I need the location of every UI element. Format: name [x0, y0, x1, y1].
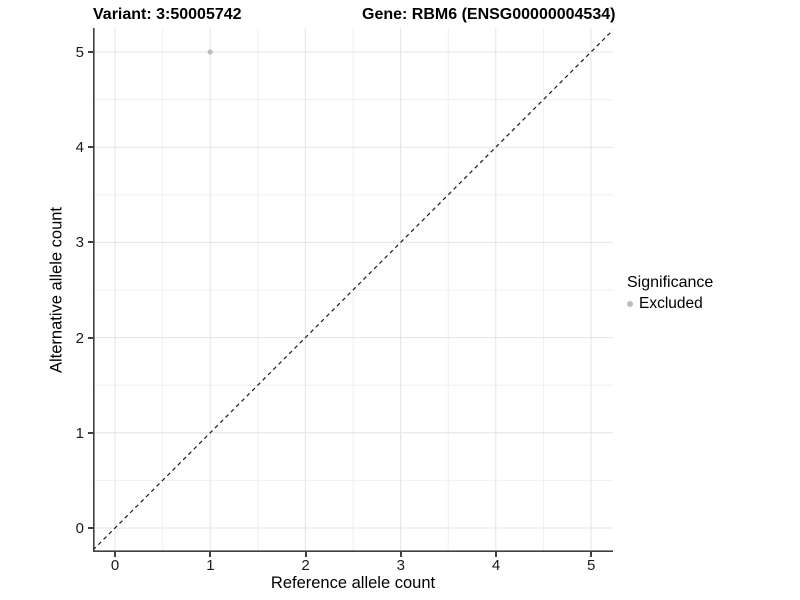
legend: Significance Excluded	[627, 274, 713, 313]
minor-gridlines	[93, 28, 613, 552]
major-gridlines	[93, 28, 613, 552]
y-tick-mark	[88, 146, 93, 149]
y-tick-mark	[88, 527, 93, 529]
x-axis-title: Reference allele count	[270, 574, 436, 592]
excluded-point-icon	[627, 301, 633, 307]
x-tick-mark	[304, 552, 307, 557]
y-tick-mark	[88, 51, 93, 53]
y-tick-label: 3	[75, 234, 84, 252]
legend-title: Significance	[627, 274, 714, 291]
x-tick-mark	[495, 552, 497, 557]
x-tick-label: 0	[110, 557, 120, 574]
y-tick-mark	[88, 431, 93, 434]
gene-title: Gene: RBM6 (ENSG00000004534)	[362, 6, 616, 23]
data-point	[207, 49, 213, 55]
y-tick-label: 2	[75, 329, 84, 347]
y-tick-mark	[88, 241, 93, 244]
x-tick-label: 2	[301, 557, 310, 574]
x-tick-label: 5	[587, 557, 596, 574]
identity-reference-line	[93, 29, 613, 551]
y-tick-label: 4	[75, 139, 84, 157]
x-tick-mark	[114, 552, 116, 557]
x-tick-mark	[590, 552, 593, 557]
y-tick-label: 0	[75, 520, 84, 537]
axis-lines	[93, 28, 613, 552]
legend-entry-excluded: Excluded	[627, 295, 713, 313]
x-tick-label: 3	[396, 557, 405, 574]
legend-entry-label: Excluded	[639, 295, 703, 312]
plot-panel-svg	[93, 28, 613, 552]
variant-title: Variant: 3:50005742	[93, 6, 242, 23]
x-tick-label: 1	[206, 557, 215, 574]
x-tick-mark	[209, 552, 212, 557]
y-tick-label: 1	[75, 424, 84, 442]
data-points-layer	[207, 49, 213, 55]
x-tick-label: 4	[491, 557, 501, 574]
x-tick-mark	[399, 552, 402, 557]
plot-panel	[93, 28, 613, 552]
y-axis-title: Alternative allele count	[47, 206, 66, 374]
y-tick-label: 5	[75, 44, 84, 61]
y-tick-mark	[88, 336, 93, 339]
